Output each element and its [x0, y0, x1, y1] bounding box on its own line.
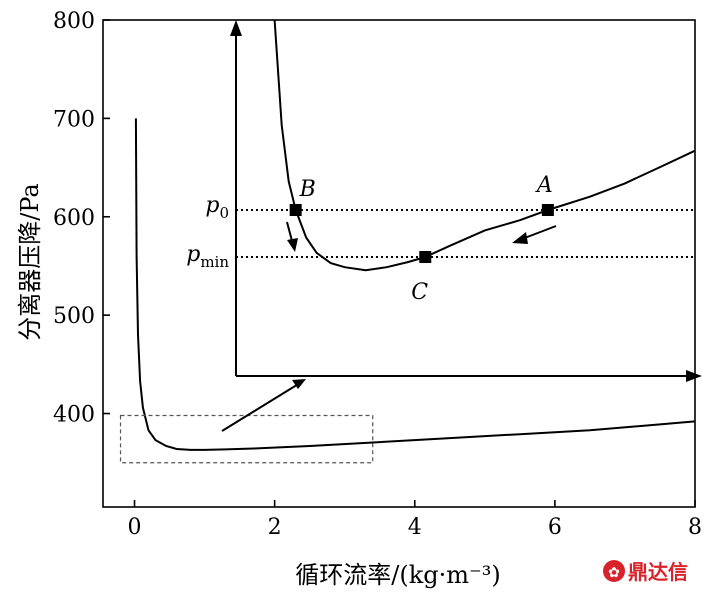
- x-tick-label: 6: [548, 515, 562, 540]
- reference-label-pmin: pmin: [186, 242, 229, 271]
- watermark-text: 鼎达信: [628, 560, 688, 584]
- point-marker-c: [419, 251, 432, 263]
- watermark-seal-glyph: ✿: [608, 565, 620, 581]
- inset-series-line: [273, 19, 696, 272]
- point-label-a: A: [535, 173, 553, 198]
- y-tick-label: 500: [53, 304, 95, 329]
- watermark-logo: ✿ 鼎达信: [603, 560, 688, 584]
- point-marker-a: [541, 204, 554, 216]
- y-tick-label: 400: [53, 403, 95, 428]
- x-tick-label: 2: [268, 515, 282, 540]
- p0-symbol: p: [205, 193, 219, 218]
- reference-label-p0: p0: [205, 193, 229, 222]
- zoom-arrow: [221, 382, 301, 432]
- inset-x-arrowhead: [686, 370, 702, 382]
- inset-y-arrowhead: [230, 20, 242, 36]
- point-label-b: B: [299, 177, 316, 202]
- pmin-subscript: min: [200, 253, 229, 271]
- watermark-seal-icon: [603, 560, 625, 582]
- direction-arrow-near-a-head: [512, 232, 528, 244]
- zoom-arrow-head: [292, 379, 306, 389]
- zoom-region-box: [119, 414, 374, 464]
- direction-arrow-near-a: [521, 225, 557, 240]
- pmin-symbol: p: [186, 242, 200, 267]
- y-axis-title: 分离器压降/Pa: [16, 183, 44, 340]
- y-tick-label: 800: [53, 9, 95, 34]
- main-series-line: [134, 118, 696, 451]
- main-axis-tick-labels: 0 2 4 6 8 400 500 600 700 800: [53, 9, 702, 540]
- y-tick-label: 600: [53, 206, 95, 231]
- p0-subscript: 0: [219, 204, 229, 222]
- inset-marked-points: A B C: [289, 173, 554, 305]
- y-tick-label: 700: [53, 107, 95, 132]
- x-axis-title: 循环流率/(kg·m⁻³): [295, 561, 500, 589]
- x-tick-label: 8: [688, 515, 702, 540]
- x-tick-label: 0: [128, 515, 142, 540]
- main-plot-frame: [102, 19, 696, 508]
- direction-arrow-near-b: [286, 221, 293, 242]
- point-marker-b: [289, 204, 302, 216]
- main-axis-ticks: [103, 19, 696, 507]
- x-tick-label: 4: [408, 515, 422, 540]
- point-label-c: C: [411, 280, 428, 305]
- direction-arrow-near-b-head: [287, 238, 298, 252]
